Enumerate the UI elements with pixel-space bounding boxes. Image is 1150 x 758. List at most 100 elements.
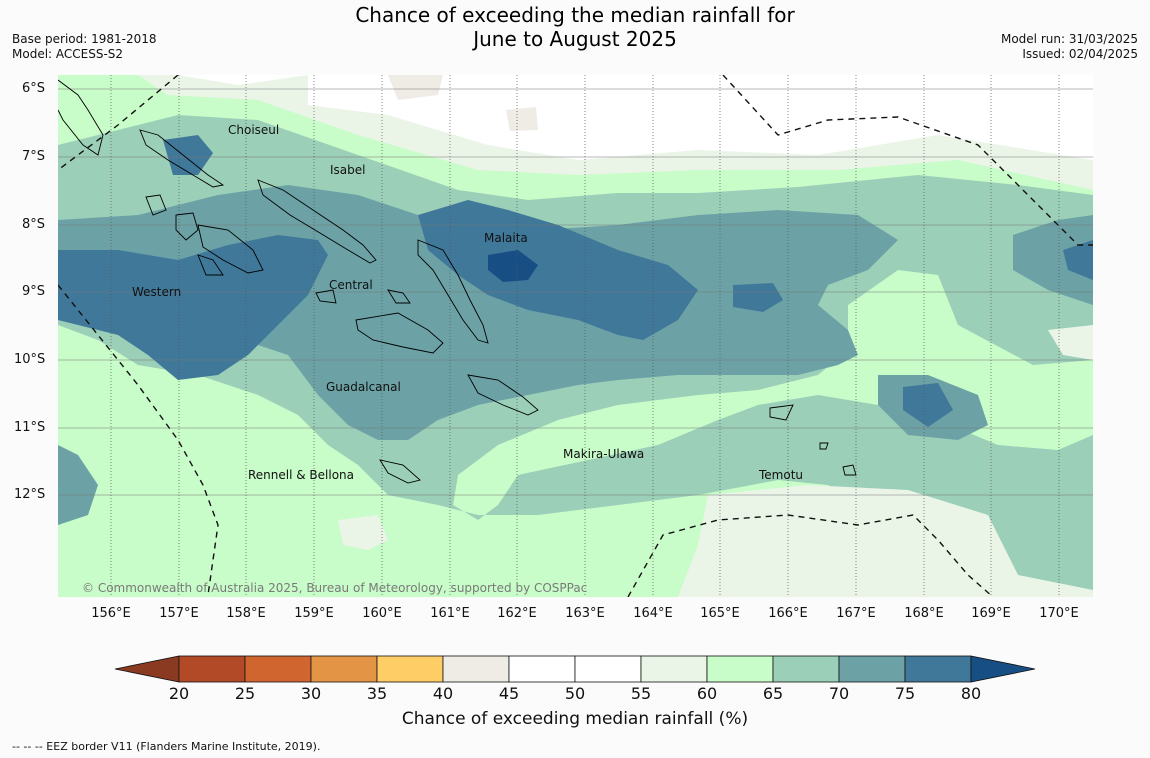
- eez-border-north: [58, 75, 179, 171]
- eez-footnote: -- -- -- EEZ border V11 (Flanders Marine…: [12, 740, 321, 753]
- model-text: Model: ACCESS-S2: [12, 47, 124, 61]
- colorbar-tick-55: 55: [630, 684, 652, 703]
- colorbar-tick-65: 65: [762, 684, 784, 703]
- island-isabel: [257, 179, 377, 264]
- colorbar-25-30: [244, 655, 312, 683]
- colorbar-55-60: [640, 655, 708, 683]
- island-vella-lavella: [145, 194, 167, 216]
- colorbar-45-50: [508, 655, 576, 683]
- lon-label-167e: 167°E: [836, 606, 876, 621]
- lat-label-12s: 12°S: [14, 487, 46, 502]
- lon-label-169e: 169°E: [971, 606, 1011, 621]
- place-label-temotu: Temotu: [759, 468, 804, 482]
- eez-border-east: [722, 75, 1093, 246]
- place-label-malaita: Malaita: [484, 231, 528, 245]
- colorbar-tick-50: 50: [564, 684, 586, 703]
- island-makira: [467, 374, 539, 416]
- colorbar-above-80: [970, 655, 1036, 683]
- contour-75-80-malaita: [418, 200, 698, 340]
- lat-label-8s: 8°S: [22, 217, 46, 232]
- colorbar-tick-75: 75: [894, 684, 916, 703]
- contour-above-80: [488, 250, 538, 282]
- island-kolombangara: [175, 212, 199, 241]
- eez-border-west: [58, 284, 219, 596]
- island-santa-cruz: [769, 404, 794, 421]
- contour-75-80-east: [733, 283, 783, 312]
- meta-left: Base period: 1981-2018 Model: ACCESS-S2: [12, 32, 157, 62]
- rainfall-contours: [58, 75, 1093, 597]
- lon-label-156e: 156°E: [91, 606, 131, 621]
- colorbar-75-80: [904, 655, 972, 683]
- lon-label-163e: 163°E: [565, 606, 605, 621]
- colorbar-tick-80: 80: [960, 684, 982, 703]
- place-label-western: Western: [132, 285, 182, 299]
- meta-right: Model run: 31/03/2025 Issued: 02/04/2025: [1001, 32, 1138, 62]
- contour-55-60-south-a: [338, 515, 388, 550]
- lon-label-170e: 170°E: [1039, 606, 1079, 621]
- colorbar-50-55: [574, 655, 642, 683]
- island-florida: [387, 289, 411, 304]
- lat-label-9s: 9°S: [22, 284, 46, 299]
- colorbar-tick-35: 35: [366, 684, 388, 703]
- lat-label-10s: 10°S: [14, 352, 46, 367]
- contour-55-60-south-b: [678, 485, 1093, 597]
- island-new-georgia: [197, 224, 264, 274]
- copyright-text: © Commonwealth of Australia 2025, Bureau…: [82, 581, 588, 595]
- contour-70-75-sw: [58, 445, 98, 525]
- place-label-makira-ulawa: Makira-Ulawa: [563, 447, 645, 461]
- colorbar-tick-60: 60: [696, 684, 718, 703]
- lon-label-161e: 161°E: [430, 606, 470, 621]
- lon-label-160e: 160°E: [362, 606, 402, 621]
- place-label-isabel: Isabel: [330, 163, 366, 177]
- colorbar-tick-20: 20: [168, 684, 190, 703]
- island-bougainville: [58, 79, 104, 156]
- island-rennell: [379, 459, 421, 484]
- eez-borders: [58, 75, 1093, 597]
- lat-label-11s: 11°S: [14, 420, 46, 435]
- lon-label-158e: 158°E: [226, 606, 266, 621]
- base-period-text: Base period: 1981-2018: [12, 32, 157, 46]
- lon-label-168e: 168°E: [904, 606, 944, 621]
- lon-label-164e: 164°E: [633, 606, 673, 621]
- contour-40-45-b: [506, 107, 538, 131]
- colorbar-tick-30: 30: [300, 684, 322, 703]
- contour-75-80-west: [58, 235, 328, 380]
- coastlines: [58, 79, 857, 484]
- place-label-central: Central: [329, 278, 373, 292]
- lon-label-165e: 165°E: [700, 606, 740, 621]
- contour-40-45-a: [388, 75, 443, 100]
- colorbar-60-65: [706, 655, 774, 683]
- colorbar-tick-70: 70: [828, 684, 850, 703]
- place-label-rennell-bellona: Rennell & Bellona: [248, 468, 355, 482]
- title-line-1: Chance of exceeding the median rainfall …: [355, 3, 795, 27]
- colorbar-tick-25: 25: [234, 684, 256, 703]
- issued-text: Issued: 02/04/2025: [1022, 47, 1138, 61]
- colorbar: [114, 655, 1036, 683]
- colorbar-65-70: [772, 655, 840, 683]
- colorbar-40-45: [442, 655, 510, 683]
- island-vanikoro: [819, 442, 829, 450]
- colorbar-below-20: [114, 655, 180, 683]
- island-russell: [315, 289, 337, 304]
- colorbar-tick-40: 40: [432, 684, 454, 703]
- lon-label-162e: 162°E: [497, 606, 537, 621]
- lat-gridlines: [58, 88, 1093, 496]
- colorbar-70-75: [838, 655, 906, 683]
- colorbar-20-25: [178, 655, 246, 683]
- island-choiseul: [139, 129, 225, 188]
- contour-75-80-far-east: [1063, 240, 1093, 280]
- contour-70-75-east: [1013, 215, 1093, 305]
- lat-label-6s: 6°S: [22, 81, 46, 96]
- model-run-text: Model run: 31/03/2025: [1000, 32, 1138, 46]
- island-utupua: [842, 464, 857, 476]
- lat-label-7s: 7°S: [22, 149, 46, 164]
- lon-label-166e: 166°E: [768, 606, 808, 621]
- island-rendova: [197, 254, 224, 276]
- contour-75-80-temotu: [903, 383, 953, 427]
- colorbar-tick-45: 45: [498, 684, 520, 703]
- lon-gridlines: [110, 75, 1060, 597]
- lon-label-159e: 159°E: [294, 606, 334, 621]
- island-guadalcanal: [355, 312, 444, 354]
- place-label-choiseul: Choiseul: [228, 123, 280, 137]
- place-label-guadalcanal: Guadalcanal: [326, 380, 401, 394]
